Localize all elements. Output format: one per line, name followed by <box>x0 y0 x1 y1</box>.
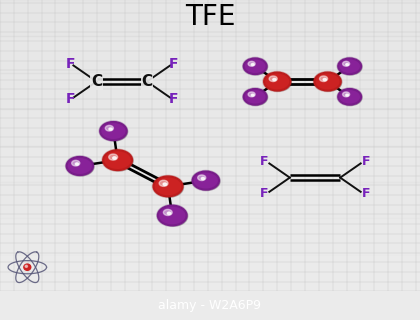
Circle shape <box>113 157 116 159</box>
Bar <box>0 109 420 146</box>
Circle shape <box>109 154 118 160</box>
Circle shape <box>323 78 326 81</box>
Circle shape <box>100 122 127 140</box>
Circle shape <box>269 76 277 82</box>
Circle shape <box>24 264 31 270</box>
Circle shape <box>163 209 172 215</box>
Bar <box>0 255 420 291</box>
Circle shape <box>346 64 349 66</box>
Bar <box>0 218 420 255</box>
Circle shape <box>340 90 362 105</box>
Circle shape <box>103 150 132 171</box>
Circle shape <box>160 207 188 226</box>
Bar <box>0 0 420 36</box>
Circle shape <box>158 205 187 226</box>
Circle shape <box>251 64 254 66</box>
Circle shape <box>314 72 341 91</box>
Text: F: F <box>362 187 370 200</box>
Circle shape <box>75 163 79 165</box>
Circle shape <box>192 171 219 190</box>
Circle shape <box>266 74 291 91</box>
Circle shape <box>153 176 183 196</box>
Circle shape <box>338 58 361 75</box>
Bar <box>0 146 420 182</box>
Circle shape <box>316 74 342 91</box>
Circle shape <box>248 92 255 97</box>
Circle shape <box>102 123 128 141</box>
Circle shape <box>68 158 94 176</box>
Circle shape <box>340 59 362 75</box>
Circle shape <box>105 151 133 171</box>
Circle shape <box>245 59 268 75</box>
Bar <box>0 36 420 73</box>
Text: F: F <box>260 156 268 168</box>
Text: TFE: TFE <box>185 4 235 31</box>
Circle shape <box>245 90 268 105</box>
Text: C: C <box>142 74 152 89</box>
Circle shape <box>159 180 168 186</box>
Circle shape <box>163 183 167 186</box>
Circle shape <box>72 160 80 166</box>
Text: F: F <box>169 92 178 106</box>
Circle shape <box>346 94 349 96</box>
Circle shape <box>343 61 350 66</box>
Circle shape <box>201 178 205 180</box>
Circle shape <box>273 78 276 81</box>
Circle shape <box>251 94 254 96</box>
Text: F: F <box>65 57 75 71</box>
Circle shape <box>244 89 267 105</box>
Circle shape <box>264 72 291 91</box>
Circle shape <box>25 265 27 268</box>
Text: alamy - W2A6P9: alamy - W2A6P9 <box>158 299 262 312</box>
Circle shape <box>66 156 93 175</box>
Circle shape <box>338 89 361 105</box>
Circle shape <box>198 175 206 180</box>
Text: F: F <box>260 187 268 200</box>
Bar <box>0 182 420 218</box>
Circle shape <box>167 212 171 215</box>
Circle shape <box>320 76 328 82</box>
Circle shape <box>109 128 112 130</box>
Text: F: F <box>169 57 178 71</box>
Bar <box>0 73 420 109</box>
Circle shape <box>155 178 184 197</box>
Circle shape <box>194 172 220 190</box>
Circle shape <box>105 125 113 131</box>
Text: C: C <box>91 74 102 89</box>
Circle shape <box>343 92 350 97</box>
Text: F: F <box>362 156 370 168</box>
Circle shape <box>244 58 267 75</box>
Text: F: F <box>65 92 75 106</box>
Circle shape <box>248 61 255 66</box>
